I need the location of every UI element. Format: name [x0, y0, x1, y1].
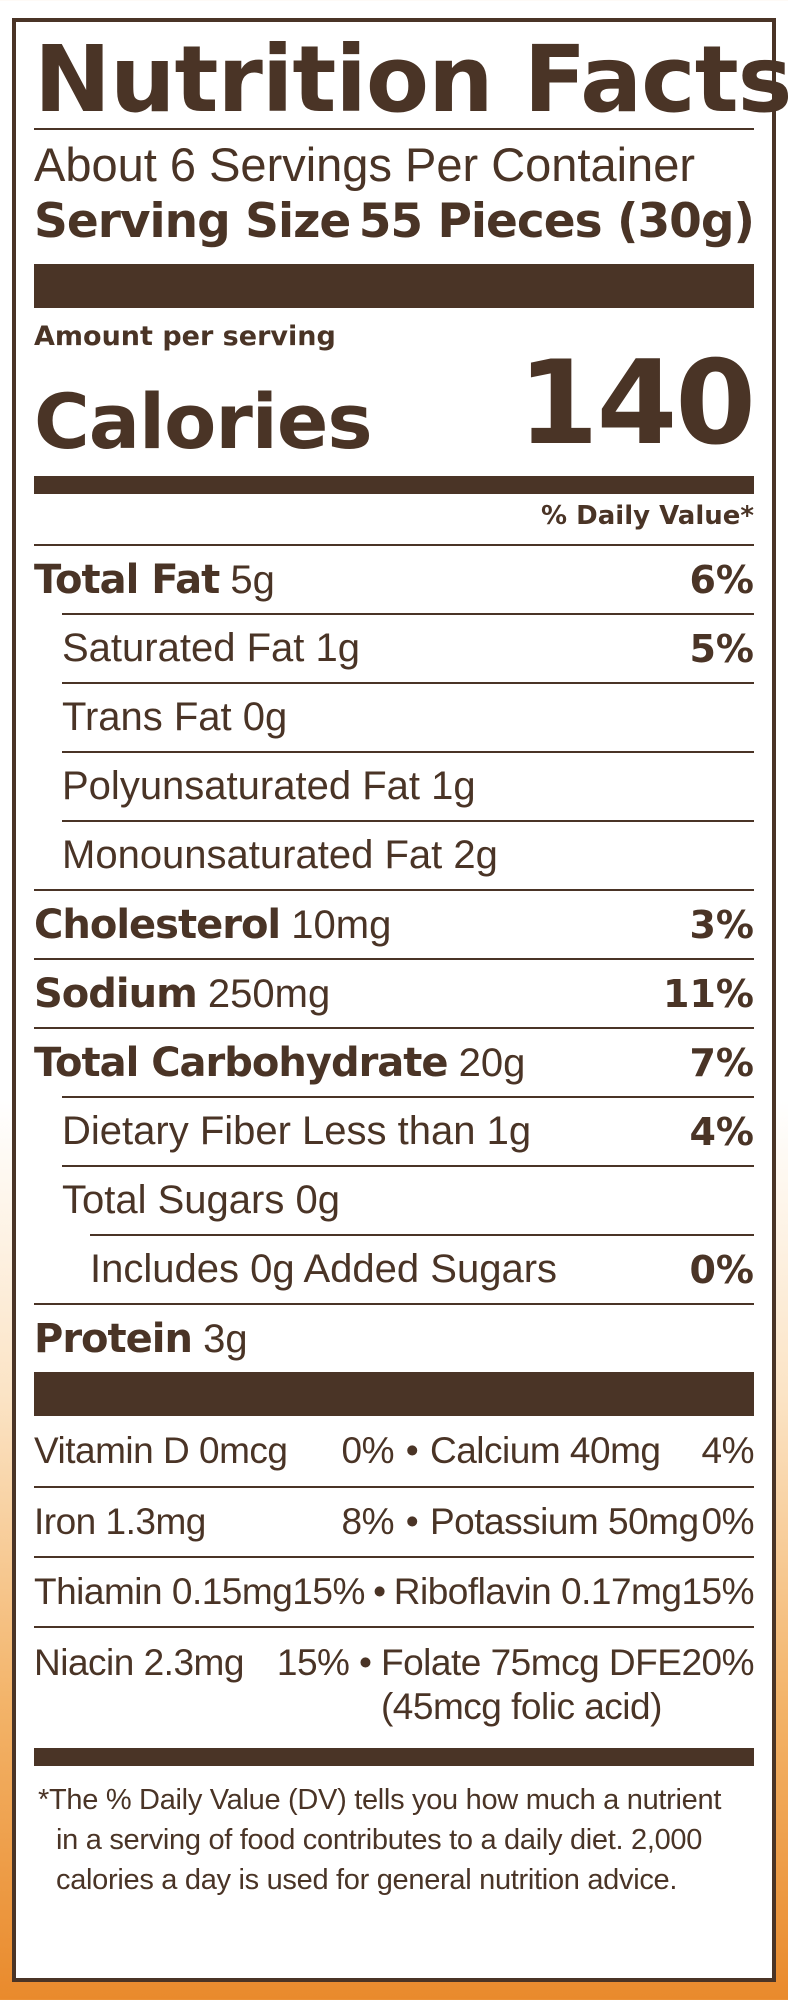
- nutrient-name: Includes 0g Added Sugars: [90, 1247, 558, 1291]
- medium-divider-calories: [34, 476, 754, 494]
- nutrient-dv: 3%: [689, 902, 754, 947]
- nutrient-name: Saturated Fat 1g: [62, 626, 360, 670]
- vitamin-dv: 15%: [292, 1571, 365, 1612]
- bullet-separator: •: [405, 1430, 419, 1471]
- nutrient-amount: 5g: [230, 557, 275, 602]
- calories-value: 140: [517, 336, 756, 471]
- nutrient-name: Cholesterol: [34, 901, 281, 948]
- vitamin-name: Vitamin D 0mcg: [34, 1430, 288, 1471]
- vitamin-dv: 4%: [701, 1430, 755, 1471]
- amount-per-serving: Amount per serving: [34, 321, 336, 352]
- nutrient-amount: 10mg: [291, 902, 392, 947]
- nutrient-name: Total Sugars 0g: [62, 1178, 340, 1222]
- nutrient-row-protein: Protein 3g: [34, 1303, 754, 1372]
- footnote-line: calories a day is used for general nutri…: [56, 1864, 678, 1896]
- nutrient-dv: 4%: [689, 1109, 754, 1154]
- nutrient-name: Trans Fat 0g: [62, 695, 288, 739]
- vitamin-row: Thiamin 0.15mg 15% • Riboflavin 0.17mg 1…: [34, 1556, 754, 1626]
- footnote-line: *The % Daily Value (DV) tells you how mu…: [38, 1784, 722, 1816]
- nutrition-facts-label: Nutrition Facts About 6 Servings Per Con…: [12, 18, 788, 1982]
- vitamin-row: Niacin 2.3mg 15% • Folate 75mcg DFE 20% …: [34, 1626, 754, 1742]
- nutrient-row-sodium: Sodium 250mg 11%: [34, 958, 754, 1027]
- nutrient-row-total-carbohydrate: Total Carbohydrate 20g 7%: [34, 1027, 754, 1096]
- calories-row: Calories 140: [34, 344, 756, 466]
- nutrient-amount: 20g: [458, 1040, 526, 1085]
- vitamin-dv: 15%: [681, 1571, 754, 1612]
- vitamin-name: Riboflavin 0.17mg: [393, 1571, 682, 1612]
- thick-divider-vitamins: [34, 1372, 754, 1416]
- nutrient-name: Protein: [34, 1315, 193, 1362]
- nutrient-dv: 5%: [689, 626, 754, 671]
- bullet-separator: •: [358, 1642, 372, 1683]
- nutrient-row-dietary-fiber: Dietary Fiber Less than 1g 4%: [62, 1096, 754, 1165]
- thick-divider-top: [34, 264, 754, 308]
- serving-size-value: 55 Pieces (30g): [358, 194, 755, 249]
- vitamin-dv: 20%: [681, 1642, 754, 1683]
- nutrient-row-added-sugars: Includes 0g Added Sugars 0%: [90, 1234, 754, 1303]
- vitamin-name: Potassium 50mg: [430, 1501, 699, 1542]
- bullet-separator: •: [405, 1501, 419, 1542]
- nutrient-amount: 250mg: [207, 971, 331, 1016]
- nutrient-dv: 0%: [689, 1247, 754, 1292]
- nutrient-name: Monounsaturated Fat 2g: [62, 833, 498, 877]
- nutrient-amount: 3g: [203, 1316, 248, 1361]
- label-title: Nutrition Facts: [34, 26, 788, 133]
- nutrient-row-monounsaturated-fat: Monounsaturated Fat 2g: [62, 820, 754, 889]
- nutrient-name: Total Carbohydrate: [34, 1039, 449, 1086]
- nutrient-row-total-sugars: Total Sugars 0g: [62, 1165, 754, 1234]
- medium-divider-footnote: [34, 1748, 754, 1766]
- vitamin-name: Thiamin 0.15mg: [34, 1571, 293, 1612]
- bullet-separator: •: [373, 1571, 386, 1612]
- nutrient-name: Sodium: [34, 970, 198, 1017]
- nutrient-dv: 11%: [663, 971, 754, 1016]
- vitamin-name: Iron 1.3mg: [34, 1501, 206, 1542]
- nutrient-name: Total Fat: [34, 556, 220, 603]
- nutrient-name: Polyunsaturated Fat 1g: [62, 764, 476, 808]
- calories-label: Calories: [34, 377, 373, 466]
- vitamins-section: Vitamin D 0mcg 0% • Calcium 40mg 4% Iron…: [34, 1416, 755, 1742]
- nutrient-dv: 6%: [689, 557, 754, 602]
- vitamin-row: Vitamin D 0mcg 0% • Calcium 40mg 4%: [34, 1416, 755, 1486]
- folate-subnote: (45mcg folic acid): [380, 1686, 662, 1727]
- nutrient-row-cholesterol: Cholesterol 10mg 3%: [34, 889, 754, 958]
- servings-per-container: About 6 Servings Per Container: [34, 138, 695, 191]
- daily-value-header: % Daily Value*: [541, 501, 754, 531]
- vitamin-name: Niacin 2.3mg: [34, 1642, 244, 1683]
- footnote-line: in a serving of food contributes to a da…: [56, 1824, 703, 1856]
- nutrient-row-saturated-fat: Saturated Fat 1g 5%: [62, 613, 754, 682]
- vitamin-dv: 15%: [276, 1642, 350, 1683]
- vitamin-dv: 0%: [701, 1501, 755, 1542]
- nutrient-row-total-fat: Total Fat 5g 6%: [34, 544, 754, 613]
- serving-size-label: Serving Size: [34, 194, 351, 249]
- nutrient-row-trans-fat: Trans Fat 0g: [62, 682, 754, 751]
- vitamin-dv: 8%: [341, 1501, 395, 1542]
- serving-size-row: Serving Size 55 Pieces (30g): [34, 194, 755, 250]
- daily-value-footnote: *The % Daily Value (DV) tells you how mu…: [34, 1780, 754, 1900]
- vitamin-name: Folate 75mcg DFE: [380, 1642, 682, 1683]
- vitamin-dv: 0%: [341, 1430, 395, 1471]
- nutrient-row-polyunsaturated-fat: Polyunsaturated Fat 1g: [62, 751, 754, 820]
- vitamin-name: Calcium 40mg: [430, 1430, 661, 1471]
- nutrient-dv: 7%: [689, 1040, 754, 1085]
- nutrient-name: Dietary Fiber Less than 1g: [62, 1109, 532, 1153]
- title-divider: [34, 128, 754, 130]
- vitamin-row: Iron 1.3mg 8% • Potassium 50mg 0%: [34, 1486, 755, 1556]
